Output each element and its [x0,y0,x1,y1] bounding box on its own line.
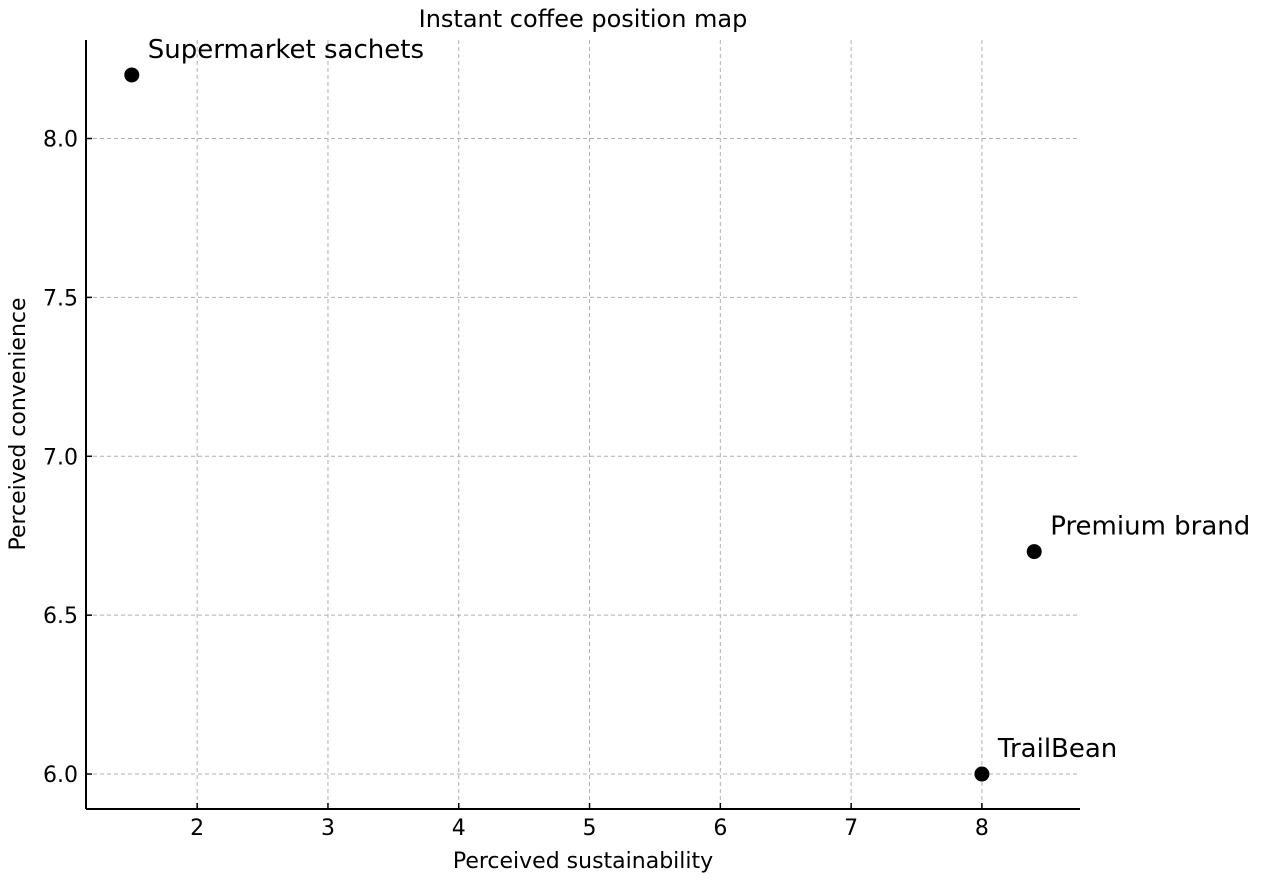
x-tick-label: 8 [975,816,989,841]
grid [86,40,1080,809]
chart-title: Instant coffee position map [419,5,748,33]
x-tick-label: 6 [713,816,727,841]
data-point [1026,544,1042,560]
data-point [124,67,140,83]
y-tick-label: 7.0 [43,445,78,470]
x-tick-label: 3 [321,816,335,841]
y-axis-title: Perceived convenience [6,297,31,550]
y-tick-label: 8.0 [43,128,78,153]
y-tick-label: 7.5 [43,286,78,311]
axes [85,40,1080,810]
x-tick-label: 4 [452,816,466,841]
point-label: Supermarket sachets [148,35,424,65]
ticks: 2 3 4 5 6 7 8 6.0 6.5 7.0 7.5 8.0 [43,128,989,841]
y-tick-label: 6.5 [43,604,78,629]
data-point [974,766,990,782]
x-tick-label: 2 [190,816,204,841]
data-points: Supermarket sachets Premium brand TrailBea… [124,35,1250,782]
point-label: TrailBean [997,734,1117,764]
x-axis-title: Perceived sustainability [453,849,713,874]
y-tick-label: 6.0 [43,763,78,788]
point-label: Premium brand [1050,512,1250,542]
x-tick-label: 5 [583,816,597,841]
x-tick-label: 7 [844,816,858,841]
